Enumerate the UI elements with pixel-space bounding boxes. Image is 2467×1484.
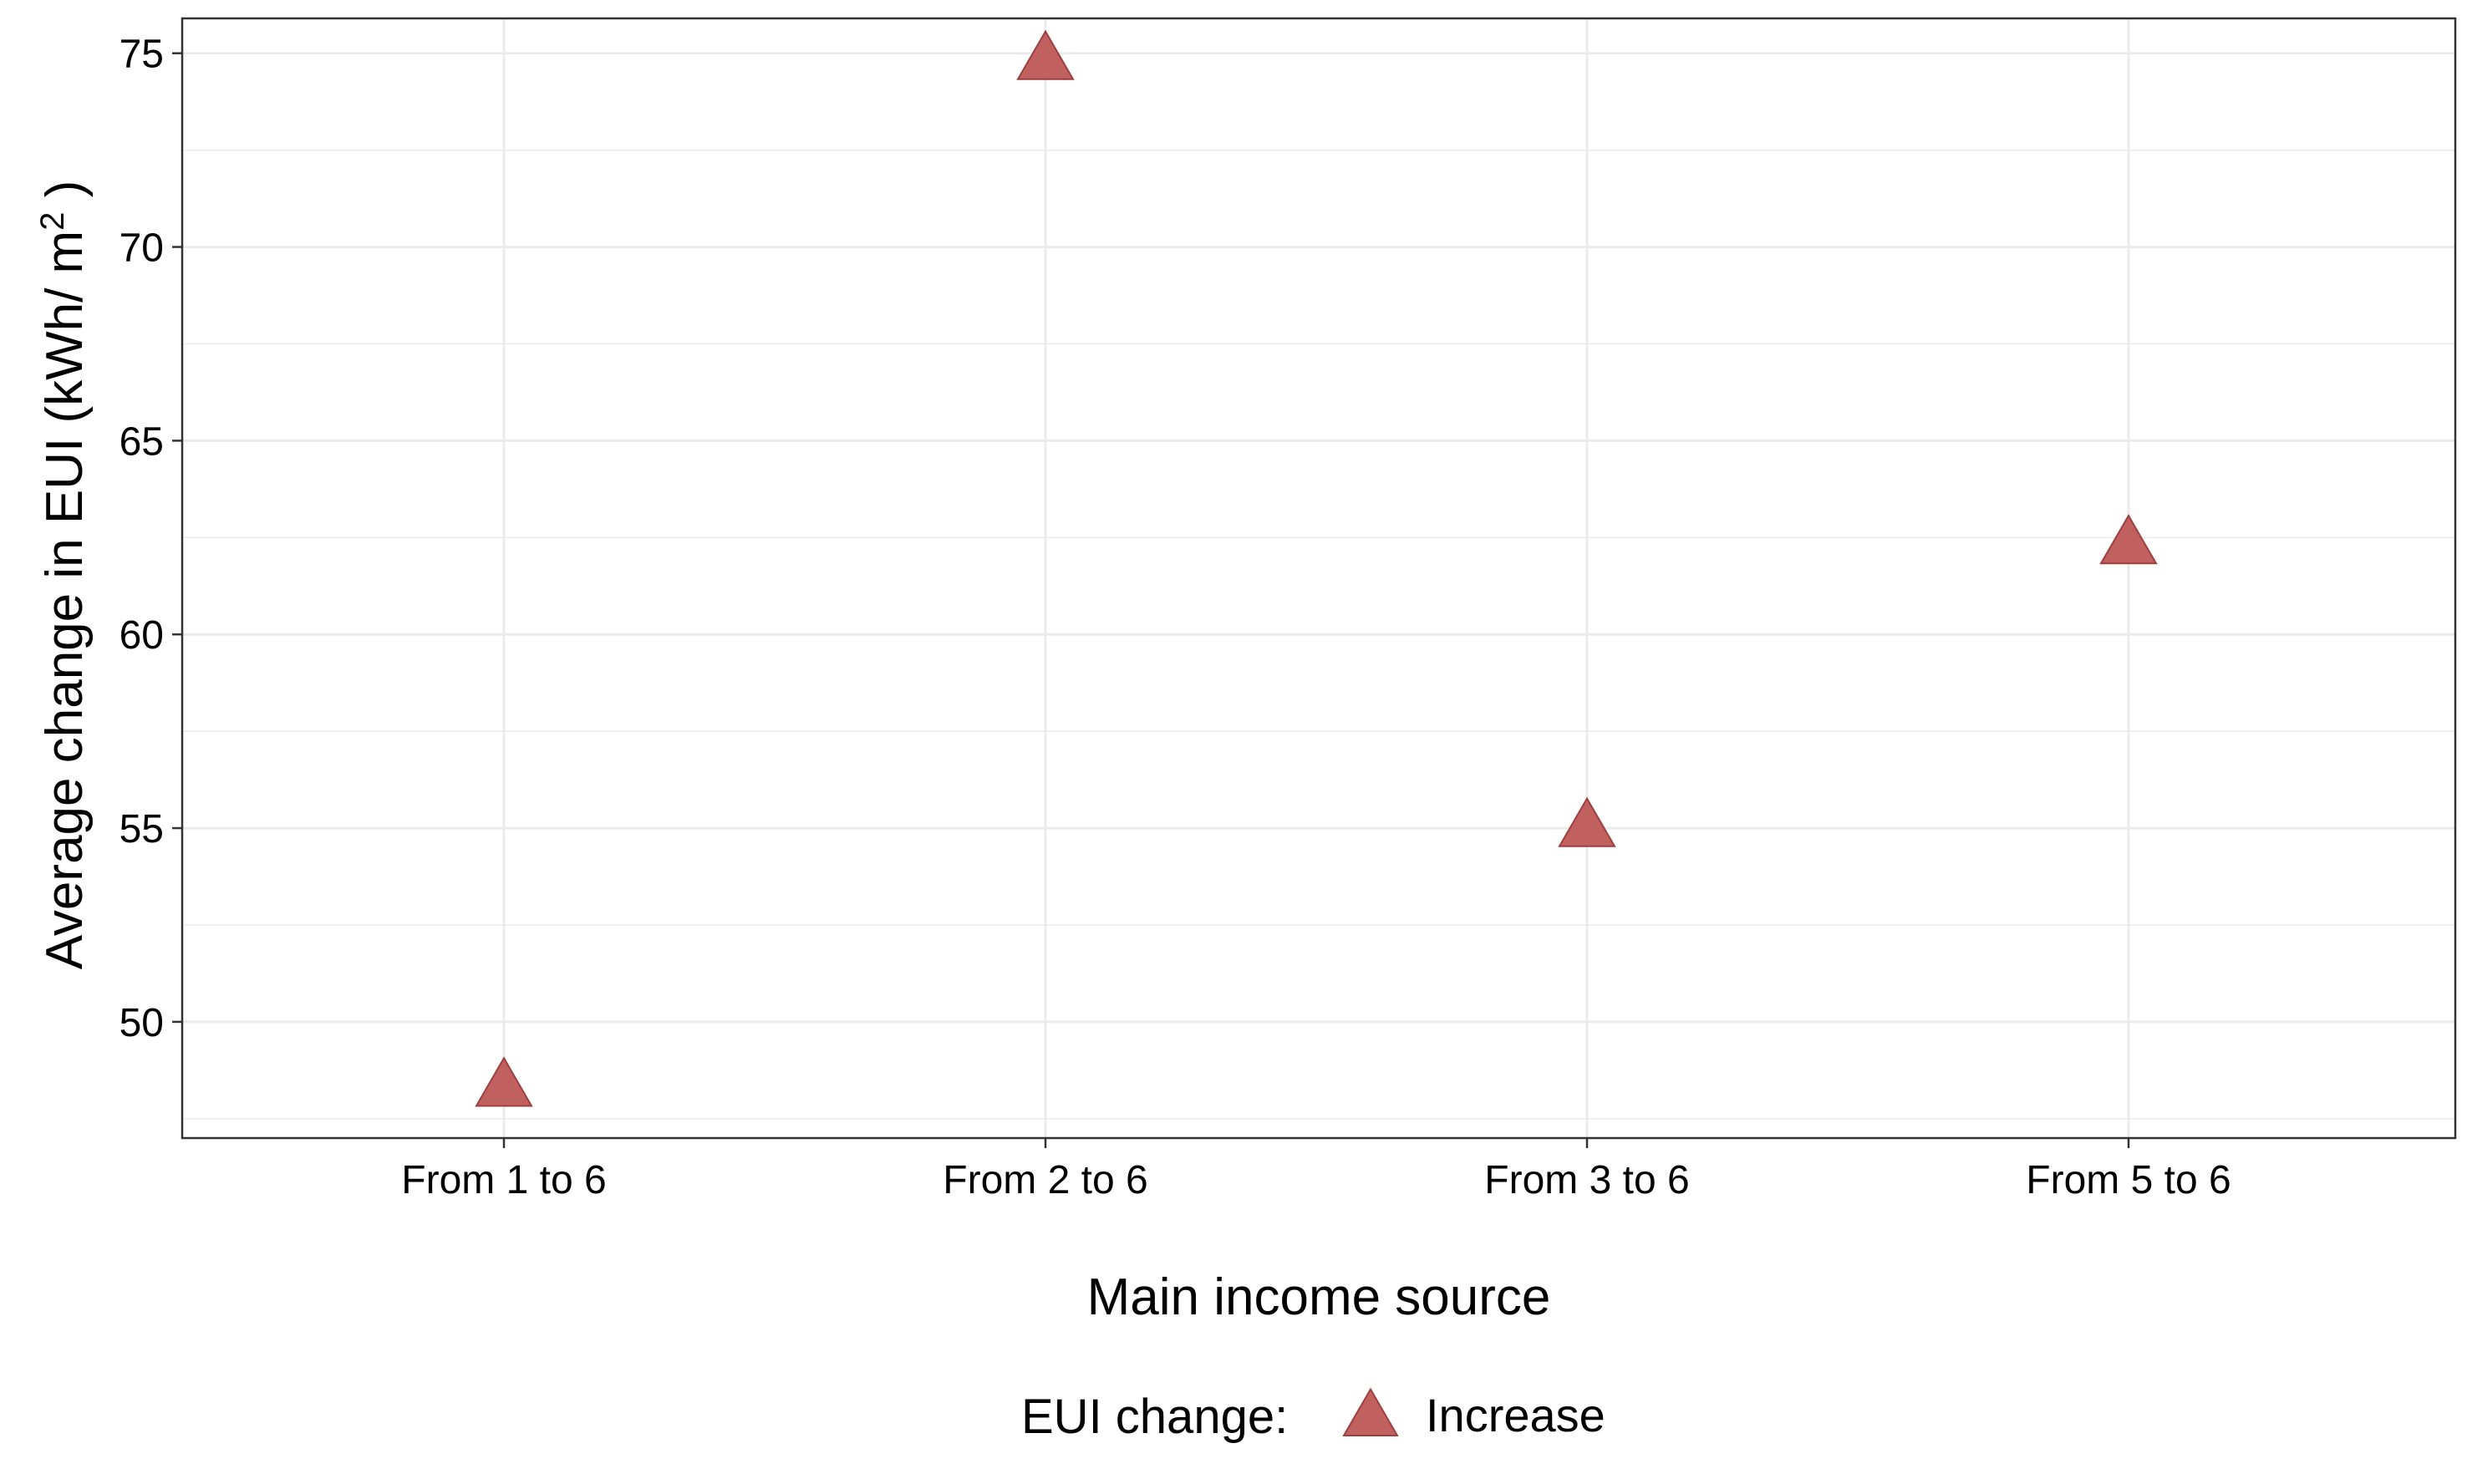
- y-tick-label: 55: [120, 807, 164, 851]
- y-axis-title-superscript: 2: [34, 212, 71, 231]
- y-axis-title-main: Average change in EUI (kWh/ m: [36, 231, 94, 969]
- x-tick-label: From 2 to 6: [943, 1158, 1147, 1202]
- data-points: [475, 29, 2158, 1107]
- y-tick-label: 50: [120, 1001, 164, 1045]
- data-point-triangle: [2099, 514, 2158, 565]
- x-tick-label: From 5 to 6: [2026, 1158, 2230, 1202]
- legend-key-triangle-icon: [1342, 1387, 1399, 1437]
- legend: EUI change: Increase: [1021, 1387, 1605, 1444]
- plot-panel-border: [181, 17, 2457, 1140]
- y-tick-label: 60: [120, 613, 164, 658]
- tick-labels: 50 55 60 65 70 75 From 1 to 6 From 2 to 6 From 3…: [120, 33, 2231, 1202]
- grid-lines: [182, 18, 2455, 1138]
- legend-title: EUI change:: [1021, 1390, 1288, 1444]
- y-axis-title: Average change in EUI (kWh/ m2 ): [34, 180, 94, 970]
- legend-label-increase: Increase: [1426, 1389, 1605, 1441]
- data-point-triangle: [1558, 796, 1616, 847]
- y-tick-label: 70: [120, 226, 164, 271]
- x-axis-title: Main income source: [1087, 1268, 1551, 1326]
- y-tick-label: 75: [120, 33, 164, 77]
- x-tick-label: From 1 to 6: [401, 1158, 606, 1202]
- data-point-triangle: [1016, 29, 1075, 80]
- y-tick-label: 65: [120, 419, 164, 464]
- y-axis-title-suffix: ): [36, 180, 94, 212]
- axis-ticks: [172, 52, 2130, 1148]
- x-tick-label: From 3 to 6: [1484, 1158, 1689, 1202]
- data-point-triangle: [475, 1056, 533, 1107]
